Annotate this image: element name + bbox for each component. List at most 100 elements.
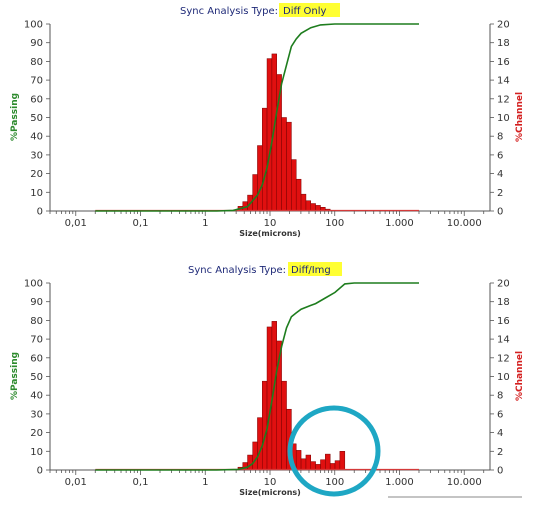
y-left-tick-label: 30 xyxy=(30,150,43,161)
histogram-bar xyxy=(325,453,331,471)
title-highlight-box xyxy=(288,262,342,276)
x-axis-label: Size(microns) xyxy=(239,229,301,238)
y-right-tick-labels: 0 2 4 6 8 10 12 14 16 18 20 xyxy=(490,279,510,477)
y-left-tick-label: 10 xyxy=(30,188,43,199)
histogram-bar xyxy=(286,121,292,212)
chart-title-prefix: Sync Analysis Type: xyxy=(180,6,278,17)
y-left-tick-label: 70 xyxy=(30,76,43,87)
y-left-tick-label: 90 xyxy=(30,38,43,49)
y-right-tick-label: 8 xyxy=(497,132,503,143)
histogram-bar xyxy=(305,454,312,471)
y-right-tick-label: 2 xyxy=(497,447,503,458)
y-right-tick-label: 2 xyxy=(497,188,503,199)
histogram-bar xyxy=(262,107,268,212)
histogram-bar xyxy=(295,178,302,212)
cumulative-passing-curve xyxy=(95,23,419,212)
histogram-bar xyxy=(266,326,273,471)
histogram-bar xyxy=(252,441,258,471)
y-right-tick-label: 20 xyxy=(497,279,510,290)
x-tick-label: 10.000 xyxy=(447,218,482,229)
y-right-tick-label: 18 xyxy=(497,38,510,49)
y-left-tick-label: 30 xyxy=(30,409,43,420)
y-left-tick-label: 20 xyxy=(30,169,43,180)
y-left-tick-label: 50 xyxy=(30,113,43,124)
histogram-bar xyxy=(252,174,258,212)
y-left-tick-labels: 0 10 20 30 40 50 60 70 80 90 100 xyxy=(24,20,50,218)
histogram-bar xyxy=(247,454,253,471)
x-tick-label: 10.000 xyxy=(447,477,482,488)
histogram-bar xyxy=(295,450,302,471)
chart-diff-img: Sync Analysis Type: Diff/Img 01020304050… xyxy=(10,262,525,498)
x-tick-label: 1.000 xyxy=(385,477,414,488)
histogram-bar xyxy=(334,460,341,471)
title-highlight-box xyxy=(279,3,340,17)
y-right-tick-label: 14 xyxy=(497,335,510,346)
y-right-tick-label: 10 xyxy=(497,372,510,383)
y-left-tick-label: 0 xyxy=(37,466,43,477)
x-tick-label: 1 xyxy=(202,477,208,488)
histogram-bar xyxy=(310,461,316,471)
x-tick-label: 100 xyxy=(325,218,344,229)
y-left-tick-label: 100 xyxy=(24,279,43,290)
histogram-bar xyxy=(305,200,312,212)
x-axis-label: Size(microns) xyxy=(239,488,301,497)
y-left-tick-label: 50 xyxy=(30,372,43,383)
x-tick-label: 1 xyxy=(202,218,208,229)
y-left-label: %Passing xyxy=(10,352,20,400)
y-right-label: %Channel xyxy=(515,92,525,142)
histogram-bar xyxy=(266,58,273,212)
y-right-tick-label: 12 xyxy=(497,353,510,364)
y-right-tick-label: 0 xyxy=(497,207,503,218)
y-left-label: %Passing xyxy=(10,93,20,141)
y-right-tick-label: 4 xyxy=(497,428,503,439)
y-left-tick-label: 90 xyxy=(30,297,43,308)
y-left-tick-label: 100 xyxy=(24,20,43,31)
y-left-tick-label: 60 xyxy=(30,94,43,105)
histogram-bar xyxy=(281,117,287,212)
y-right-tick-label: 4 xyxy=(497,169,503,180)
y-left-tick-label: 70 xyxy=(30,335,43,346)
y-right-tick-label: 6 xyxy=(497,150,503,161)
histogram-bar xyxy=(310,203,316,212)
y-right-label: %Channel xyxy=(515,351,525,401)
y-right-tick-label: 10 xyxy=(497,113,510,124)
y-right-tick-label: 12 xyxy=(497,94,510,105)
y-right-tick-label: 0 xyxy=(497,466,503,477)
y-left-tick-label: 80 xyxy=(30,57,43,68)
x-tick-label: 0,1 xyxy=(133,218,149,229)
histogram-bars xyxy=(232,53,331,212)
histogram-bar xyxy=(262,380,268,471)
chart-diff-only: Sync Analysis Type: Diff Only 0102030405… xyxy=(10,3,525,238)
histogram-bar xyxy=(281,380,287,471)
histogram-bar xyxy=(300,193,307,212)
chart-title-highlight: Diff/Img xyxy=(291,265,331,276)
x-tick-labels: 0,01 0,1 1 10 100 1.000 10.000 xyxy=(65,218,482,229)
x-tick-label: 1.000 xyxy=(385,218,414,229)
y-right-tick-label: 8 xyxy=(497,391,503,402)
histogram-bar xyxy=(300,458,307,471)
y-left-tick-label: 40 xyxy=(30,391,43,402)
chart-title-prefix: Sync Analysis Type: xyxy=(188,265,286,276)
y-left-tick-label: 0 xyxy=(37,207,43,218)
y-left-tick-label: 80 xyxy=(30,316,43,327)
y-left-tick-label: 20 xyxy=(30,428,43,439)
chart-title-highlight: Diff Only xyxy=(283,6,327,17)
annotation-circle xyxy=(287,405,381,497)
y-left-tick-label: 60 xyxy=(30,353,43,364)
x-tick-labels: 0,01 0,1 1 10 100 1.000 10.000 xyxy=(65,477,482,488)
y-right-tick-label: 6 xyxy=(497,409,503,420)
histogram-bar xyxy=(257,417,263,471)
y-right-tick-label: 16 xyxy=(497,316,510,327)
y-left-tick-label: 40 xyxy=(30,132,43,143)
y-right-tick-label: 16 xyxy=(497,57,510,68)
x-tick-label: 100 xyxy=(325,477,344,488)
x-tick-label: 10 xyxy=(264,218,277,229)
x-tick-label: 0,1 xyxy=(133,477,149,488)
y-left-tick-label: 10 xyxy=(30,447,43,458)
y-left-tick-labels: 0 10 20 30 40 50 60 70 80 90 100 xyxy=(24,279,50,477)
x-tick-label: 0,01 xyxy=(65,477,87,488)
y-right-tick-label: 14 xyxy=(497,76,510,87)
histogram-bar xyxy=(257,145,263,212)
cumulative-passing-curve xyxy=(95,282,419,471)
